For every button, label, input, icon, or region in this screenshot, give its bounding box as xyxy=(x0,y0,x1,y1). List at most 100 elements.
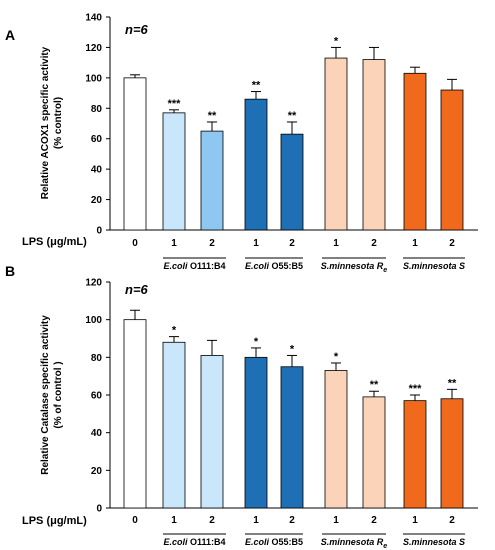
x-axis-label: LPS (μg/mL) xyxy=(22,515,87,527)
group-label: S.minnesota Re xyxy=(321,537,388,550)
group-label-species: S.minnesota R xyxy=(321,261,384,271)
significance-marker: ** xyxy=(448,377,457,389)
bar xyxy=(440,398,464,509)
x-tick-label: 1 xyxy=(171,515,177,526)
significance-marker: * xyxy=(334,351,339,363)
x-tick-label: 1 xyxy=(171,238,177,249)
group-label-strain: O111:B4 xyxy=(187,537,225,547)
significance-marker: ** xyxy=(252,80,261,92)
x-tick-label: 1 xyxy=(412,238,418,249)
x-tick-label: 1 xyxy=(333,515,339,526)
y-tick-label: 20 xyxy=(91,466,103,477)
panel-label: A xyxy=(5,27,15,43)
group-label: S.minnesota Re xyxy=(321,261,388,274)
group-label-species: S.minnesota S xyxy=(403,537,465,547)
x-tick-label: 0 xyxy=(132,515,138,526)
bar xyxy=(244,98,268,231)
y-tick-label: 140 xyxy=(85,13,102,24)
group-label: S.minnesota S xyxy=(403,537,465,547)
bar xyxy=(440,89,464,231)
x-axis-label: LPS (μg/mL) xyxy=(22,236,87,248)
x-tick-label: 1 xyxy=(412,515,418,526)
group-label: E.coli O55:B5 xyxy=(245,261,303,271)
significance-marker: *** xyxy=(409,383,423,395)
y-tick-label: 20 xyxy=(91,195,103,206)
y-tick-label: 80 xyxy=(91,353,103,364)
x-tick-label: 1 xyxy=(253,515,259,526)
significance-marker: ** xyxy=(288,110,297,122)
bar xyxy=(200,355,224,509)
bar xyxy=(362,59,386,231)
x-tick-label: 2 xyxy=(209,515,215,526)
bar xyxy=(324,370,348,509)
x-tick-label: 2 xyxy=(371,515,377,526)
bar xyxy=(200,130,224,231)
group-label: E.coli O111:B4 xyxy=(163,261,225,271)
bar xyxy=(123,77,147,231)
x-tick-label: 2 xyxy=(449,515,455,526)
group-label: E.coli O55:B5 xyxy=(245,537,303,547)
y-axis-label-line: (% control) xyxy=(53,97,64,149)
y-axis-label-line: Relative Catalase specific activity xyxy=(40,315,51,475)
y-axis-label: Relative ACOX1 specific activity (% contr… xyxy=(40,46,64,199)
y-tick-label: 80 xyxy=(91,104,103,115)
y-tick-label: 100 xyxy=(85,315,102,326)
bar xyxy=(362,396,386,509)
bar xyxy=(324,57,348,231)
significance-marker: * xyxy=(334,35,339,47)
group-label-species: E.coli xyxy=(245,537,270,547)
x-tick-label: 2 xyxy=(209,238,215,249)
x-tick-label: 1 xyxy=(333,238,339,249)
bar xyxy=(162,112,186,231)
y-axis-label: Relative Catalase specific activity (% of… xyxy=(40,315,64,475)
group-label: S.minnesota S xyxy=(403,261,465,271)
significance-marker: * xyxy=(254,336,259,348)
y-tick-label: 60 xyxy=(91,134,103,145)
significance-marker: *** xyxy=(168,98,182,110)
group-label-species: E.coli xyxy=(163,537,188,547)
bar xyxy=(403,400,427,509)
significance-marker: ** xyxy=(370,379,379,391)
bar xyxy=(403,72,427,231)
bar xyxy=(244,356,268,509)
group-label-strain: O55:B5 xyxy=(269,537,303,547)
group-label-species: S.minnesota R xyxy=(321,537,384,547)
significance-marker: * xyxy=(172,325,177,337)
bar xyxy=(123,319,147,509)
x-tick-label: 2 xyxy=(449,238,455,249)
bar xyxy=(280,133,304,231)
group-label-subscript: e xyxy=(383,267,387,274)
x-tick-label: 0 xyxy=(132,238,138,249)
significance-marker: ** xyxy=(208,110,217,122)
y-tick-label: 0 xyxy=(96,226,102,237)
group-label-species: E.coli xyxy=(163,261,188,271)
bar xyxy=(280,366,304,509)
x-tick-label: 2 xyxy=(289,238,295,249)
y-tick-label: 120 xyxy=(85,43,102,54)
group-label-species: S.minnesota S xyxy=(403,261,465,271)
significance-marker: * xyxy=(290,343,295,355)
y-tick-label: 60 xyxy=(91,391,103,402)
y-axis-label-line: (% of control ) xyxy=(53,361,64,428)
y-tick-label: 40 xyxy=(91,428,103,439)
sample-size-annotation: n=6 xyxy=(125,282,149,297)
y-tick-label: 40 xyxy=(91,165,103,176)
panel-label: B xyxy=(5,263,15,279)
x-tick-label: 2 xyxy=(289,515,295,526)
group-label-strain: O55:B5 xyxy=(269,261,303,271)
x-tick-label: 2 xyxy=(371,238,377,249)
group-label-species: E.coli xyxy=(245,261,270,271)
x-tick-label: 1 xyxy=(253,238,259,249)
group-label-strain: O111:B4 xyxy=(187,261,225,271)
bar xyxy=(162,341,186,509)
y-tick-label: 100 xyxy=(85,73,102,84)
y-tick-label: 0 xyxy=(96,504,102,515)
y-axis-label-line: Relative ACOX1 specific activity xyxy=(40,46,51,199)
group-label: E.coli O111:B4 xyxy=(163,537,225,547)
sample-size-annotation: n=6 xyxy=(125,22,149,37)
y-tick-label: 120 xyxy=(85,278,102,289)
group-label-subscript: e xyxy=(383,543,387,550)
